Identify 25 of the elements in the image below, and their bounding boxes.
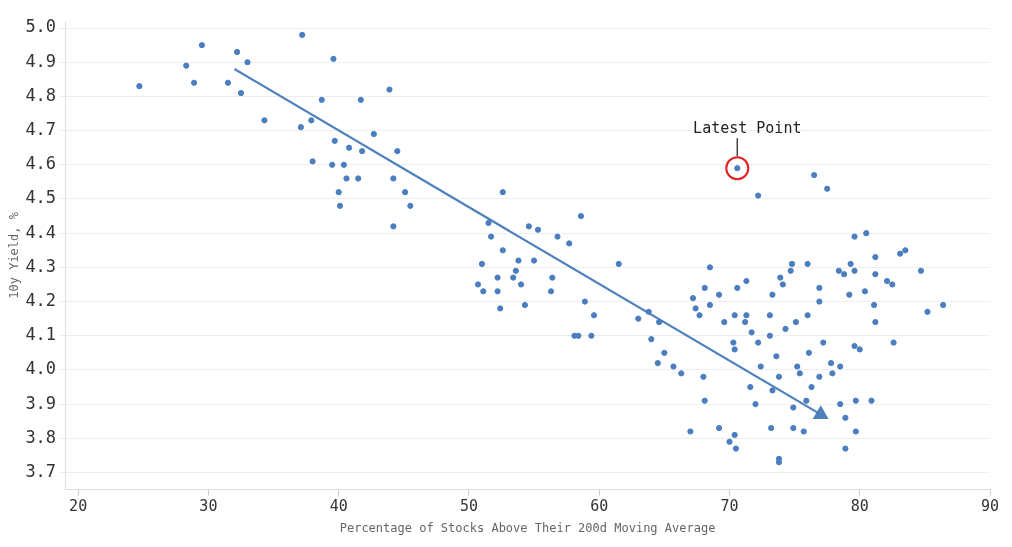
x-tick-label: 20: [69, 497, 88, 516]
y-axis-title: 10y Yield, %: [7, 211, 22, 299]
x-tick-label: 40: [329, 497, 348, 516]
x-tick-label: 30: [199, 497, 218, 516]
y-tick-label: 3.9: [25, 392, 57, 413]
x-tick-label: 60: [590, 497, 609, 516]
y-tick-label: 4.6: [25, 153, 57, 174]
y-tick-label: 4.9: [25, 50, 57, 71]
annotation: Latest Point: [693, 119, 802, 138]
y-tick-label: 5.0: [25, 16, 57, 37]
y-tick-label: 4.0: [25, 358, 57, 379]
x-tick-label: 70: [720, 497, 739, 516]
y-tick-label: 4.7: [25, 119, 57, 140]
y-tick-label: 4.4: [25, 221, 57, 242]
y-tick-label: 4.3: [25, 255, 57, 276]
y-tick-label: 3.8: [25, 426, 57, 447]
y-tick-label: 4.8: [25, 84, 57, 105]
x-tick-label: 80: [850, 497, 869, 516]
y-tick-label: 3.7: [25, 460, 57, 481]
x-axis-title: Percentage of Stocks Above Their 200d Moving Average: [339, 520, 716, 535]
x-tick-label: 90: [980, 497, 1000, 516]
y-tick-label: 4.1: [25, 324, 57, 345]
y-tick-label: 4.2: [25, 289, 57, 310]
x-tick-label: 50: [459, 497, 478, 516]
y-tick-label: 4.5: [25, 187, 57, 208]
